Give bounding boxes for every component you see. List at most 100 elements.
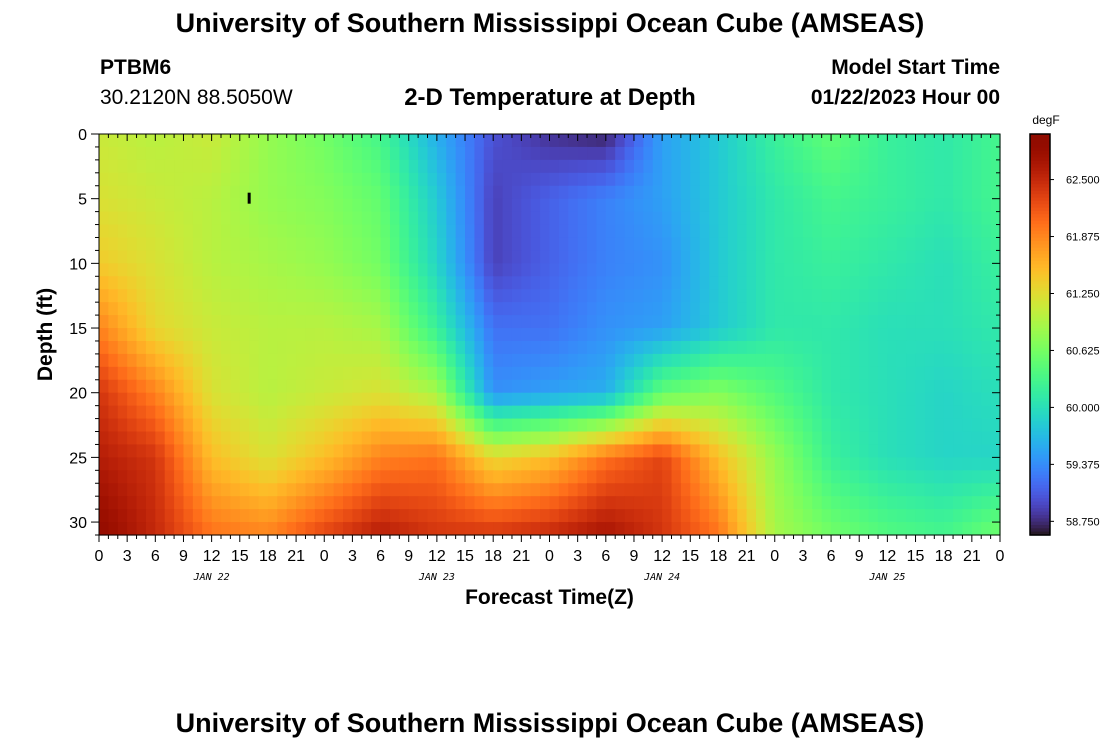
heatmap-cell <box>981 379 992 394</box>
heatmap-cell <box>737 185 748 200</box>
heatmap-cell <box>718 379 729 394</box>
heatmap-cell <box>755 353 766 368</box>
colorbar-swatch <box>1030 247 1050 252</box>
heatmap-cell <box>605 379 616 394</box>
colorbar-tick-label: 62.500 <box>1066 175 1100 187</box>
heatmap-cell <box>765 405 776 420</box>
heatmap-cell <box>174 392 185 407</box>
heatmap-cell <box>981 224 992 239</box>
heatmap-cell <box>737 405 748 420</box>
heatmap-cell <box>699 340 710 355</box>
heatmap-cell <box>474 198 485 213</box>
heatmap-cell <box>174 185 185 200</box>
heatmap-cell <box>981 470 992 484</box>
heatmap-cell <box>145 328 156 342</box>
heatmap-cell <box>314 405 325 420</box>
heatmap-cell <box>493 509 504 523</box>
heatmap-cell <box>324 431 335 446</box>
heatmap-cell <box>633 366 644 381</box>
heatmap-cell <box>633 431 644 446</box>
heatmap-cell <box>605 509 616 523</box>
heatmap-cell <box>615 134 626 148</box>
heatmap-cell <box>577 340 588 355</box>
heatmap-cell <box>202 431 213 446</box>
heatmap-cell <box>943 198 954 213</box>
heatmap-cell <box>277 444 288 458</box>
x-date-label: JAN 22 <box>193 572 230 583</box>
heatmap-cell <box>680 185 691 200</box>
x-tick-label: 9 <box>630 548 639 565</box>
heatmap-cell <box>455 198 466 213</box>
heatmap-cell <box>812 340 823 355</box>
heatmap-cell <box>596 250 607 264</box>
heatmap-cell <box>249 418 260 433</box>
heatmap-cell <box>643 353 654 368</box>
heatmap-cell <box>389 237 400 252</box>
heatmap-cell <box>868 509 879 523</box>
heatmap-cell <box>192 172 203 187</box>
heatmap-cell <box>558 224 569 239</box>
heatmap-cell <box>615 276 626 290</box>
heatmap-cell <box>483 470 494 484</box>
heatmap-cell <box>990 431 1001 446</box>
heatmap-cell <box>577 522 588 536</box>
heatmap-cell <box>802 185 813 200</box>
heatmap-cell <box>981 522 992 536</box>
heatmap-cell <box>352 172 363 187</box>
heatmap-cell <box>239 470 250 484</box>
heatmap-cell <box>296 470 307 484</box>
heatmap-cell <box>671 496 682 510</box>
heatmap-cell <box>887 146 898 161</box>
heatmap-cell <box>821 379 832 394</box>
heatmap-cell <box>436 250 447 264</box>
heatmap-cell <box>962 483 973 497</box>
heatmap-cell <box>296 418 307 433</box>
heatmap-cell <box>155 470 166 484</box>
heatmap-cell <box>352 509 363 523</box>
heatmap-cell <box>249 146 260 161</box>
heatmap-cell <box>943 159 954 174</box>
heatmap-cell <box>314 250 325 264</box>
heatmap-cell <box>296 211 307 226</box>
heatmap-cell <box>877 457 888 471</box>
heatmap-cell <box>709 522 720 536</box>
heatmap-cell <box>680 483 691 497</box>
heatmap-cell <box>821 328 832 342</box>
heatmap-cell <box>737 134 748 148</box>
heatmap-cell <box>399 276 410 290</box>
colorbar-swatch <box>1030 287 1050 292</box>
heatmap-cell <box>727 509 738 523</box>
heatmap-cell <box>333 509 344 523</box>
heatmap-cell <box>662 470 673 484</box>
heatmap-cell <box>953 315 964 329</box>
heatmap-cell <box>239 392 250 407</box>
heatmap-cell <box>709 134 720 148</box>
heatmap-cell <box>183 159 194 174</box>
heatmap-cell <box>849 263 860 277</box>
heatmap-cell <box>906 328 917 342</box>
heatmap-cell <box>680 496 691 510</box>
heatmap-cell <box>896 211 907 226</box>
heatmap-cell <box>117 302 128 316</box>
colorbar-swatch <box>1030 508 1050 513</box>
heatmap-cell <box>136 457 147 471</box>
heatmap-cell <box>211 353 222 368</box>
heatmap-cell <box>812 328 823 342</box>
heatmap-cell <box>324 457 335 471</box>
heatmap-cell <box>915 470 926 484</box>
heatmap-cell <box>436 340 447 355</box>
heatmap-cell <box>877 250 888 264</box>
heatmap-cell <box>399 159 410 174</box>
heatmap-cell <box>267 185 278 200</box>
heatmap-cell <box>230 185 241 200</box>
heatmap-cell <box>418 483 429 497</box>
heatmap-cell <box>868 185 879 200</box>
heatmap-cell <box>446 198 457 213</box>
heatmap-cell <box>906 340 917 355</box>
heatmap-cell <box>662 302 673 316</box>
heatmap-cell <box>887 224 898 239</box>
heatmap-cell <box>108 250 119 264</box>
heatmap-cell <box>671 418 682 433</box>
heatmap-cell <box>493 496 504 510</box>
colorbar-swatch <box>1030 304 1050 309</box>
